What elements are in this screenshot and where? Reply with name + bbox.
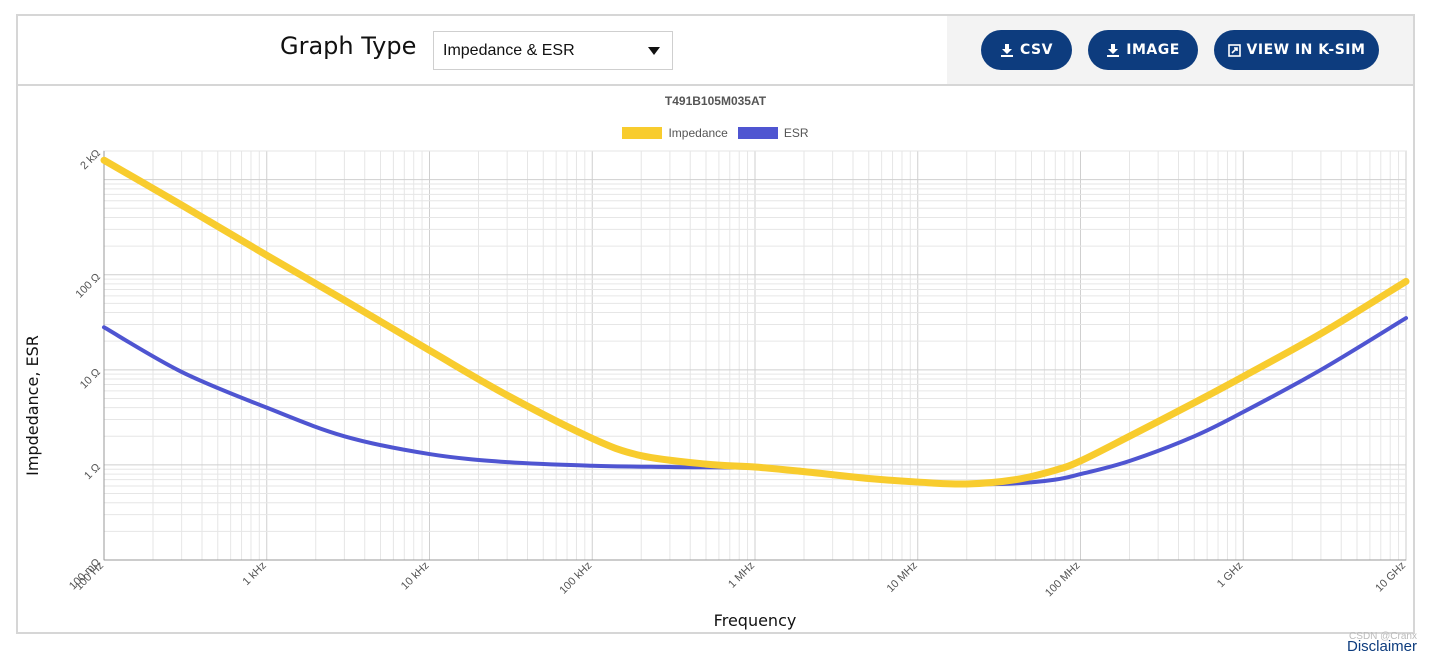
graph-type-label: Graph Type [280, 32, 417, 60]
download-icon [1001, 44, 1014, 57]
x-tick-label: 100 MHz [1043, 560, 1083, 600]
ksim-button-label: VIEW IN K-SIM [1246, 42, 1366, 58]
x-axis-title: Frequency [714, 611, 797, 630]
legend-label-impedance: Impedance [668, 126, 728, 140]
y-tick-label: 100 Ω [74, 271, 103, 300]
view-in-ksim-button[interactable]: VIEW IN K-SIM [1214, 30, 1379, 70]
external-link-icon [1227, 43, 1241, 57]
csv-download-button[interactable]: CSV [981, 30, 1072, 70]
chart-title: T491B105M035AT [664, 94, 767, 108]
y-axis-title: Impdedance, ESR [23, 335, 42, 476]
x-tick-label: 10 MHz [885, 560, 920, 595]
legend-label-esr: ESR [783, 126, 809, 140]
y-tick-label: 1 Ω [82, 461, 103, 482]
legend-swatch-impedance [622, 127, 663, 139]
impedance-series-line [100, 156, 1410, 488]
y-tick-label: 10 Ω [78, 366, 103, 391]
legend-item-impedance[interactable]: Impedance [622, 126, 728, 140]
x-tick-label: 1 GHz [1215, 560, 1246, 591]
watermark: CSDN @Cranx [1349, 631, 1417, 642]
legend-item-esr[interactable]: ESR [737, 126, 809, 140]
y-tick-label: 2 kΩ [78, 147, 103, 172]
legend-swatch-esr [737, 127, 778, 139]
x-tick-label: 1 MHz [726, 560, 757, 591]
x-tick-label: 10 GHz [1373, 560, 1408, 595]
image-button-label: IMAGE [1126, 42, 1180, 58]
image-download-button[interactable]: IMAGE [1088, 30, 1198, 70]
x-tick-label: 10 kHz [399, 560, 432, 593]
download-icon [1107, 44, 1120, 57]
chart-legend: Impedance ESR [0, 126, 1431, 140]
csv-button-label: CSV [1020, 42, 1053, 58]
disclaimer-link[interactable]: Disclaimer [1346, 638, 1417, 655]
chevron-down-icon [648, 47, 660, 55]
graph-type-select[interactable]: Impedance & ESR [433, 31, 673, 70]
x-tick-label: 1 kHz [240, 560, 268, 588]
graph-type-value: Impedance & ESR [443, 42, 575, 59]
x-tick-label: 100 kHz [557, 560, 594, 597]
action-button-group: CSV IMAGE VIEW IN K-SIM [947, 16, 1413, 84]
toolbar: Graph Type Impedance & ESR CSV IMAGE VIE… [18, 16, 1413, 86]
